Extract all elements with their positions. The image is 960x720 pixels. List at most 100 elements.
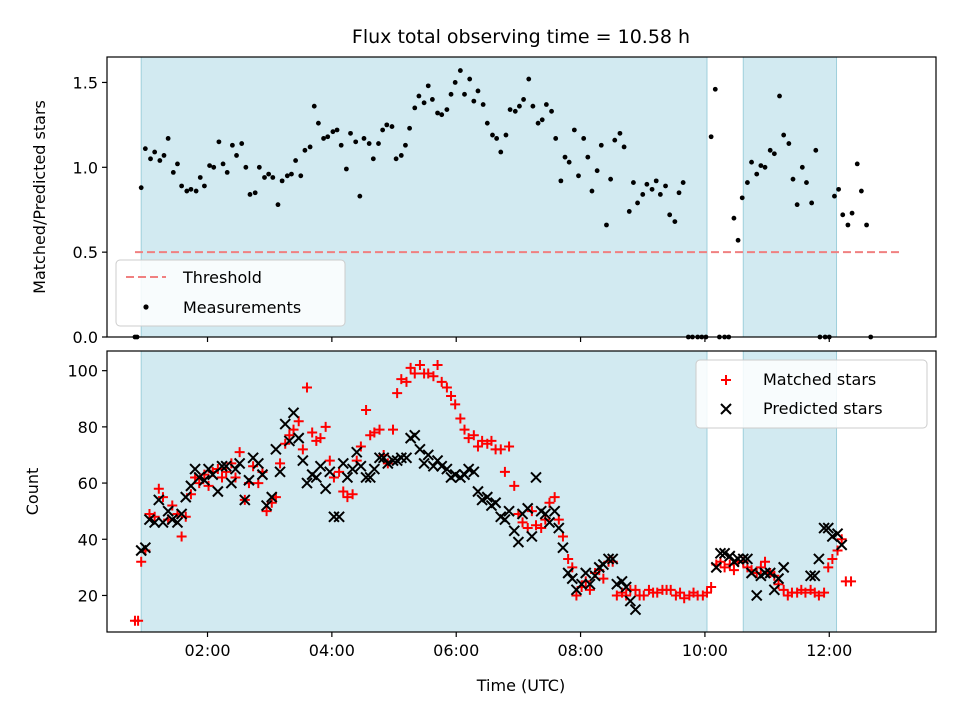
predicted-star-point bbox=[575, 578, 588, 590]
measurement-point bbox=[389, 124, 395, 129]
measurement-point bbox=[211, 164, 217, 170]
y-tick-label: 1.5 bbox=[73, 73, 98, 92]
measurement-point bbox=[604, 222, 609, 228]
measurement-point bbox=[142, 146, 148, 152]
measurement-point bbox=[845, 222, 851, 228]
measurement-point bbox=[471, 98, 477, 104]
matched-star-point bbox=[396, 374, 407, 385]
matched-star-point bbox=[320, 421, 331, 432]
predicted-star-point bbox=[266, 491, 278, 503]
predicted-star-point bbox=[292, 432, 305, 444]
predicted-star-point bbox=[333, 511, 345, 523]
measurement-point bbox=[384, 122, 390, 128]
measurement-point bbox=[558, 178, 564, 184]
legend-matched-label: Matched stars bbox=[763, 370, 876, 389]
measurement-point bbox=[444, 107, 450, 113]
measurement-point bbox=[247, 192, 253, 197]
matched-star-point bbox=[544, 497, 555, 508]
measurement-point bbox=[357, 193, 363, 199]
y-tick-label: 40 bbox=[78, 530, 98, 549]
measurement-point bbox=[854, 161, 860, 167]
predicted-star-point bbox=[153, 494, 165, 506]
measurement-point bbox=[289, 171, 294, 177]
predicted-star-point bbox=[368, 463, 381, 475]
predicted-star-point bbox=[508, 525, 520, 537]
matched-star-point bbox=[463, 433, 474, 444]
measurement-point bbox=[239, 141, 245, 146]
matched-star-point bbox=[832, 545, 843, 556]
measurement-point bbox=[439, 112, 445, 118]
x-tick-label: 12:00 bbox=[806, 641, 852, 660]
y-tick-label: 100 bbox=[67, 362, 98, 381]
measurement-point bbox=[676, 190, 682, 196]
predicted-star-point bbox=[395, 452, 408, 464]
matched-star-point bbox=[836, 534, 847, 545]
legend-predicted-label: Predicted stars bbox=[763, 399, 883, 418]
predicted-star-point bbox=[355, 460, 367, 472]
x-tick-label: 10:00 bbox=[682, 641, 728, 660]
predicted-star-point bbox=[414, 443, 426, 456]
measurement-point bbox=[649, 186, 655, 192]
predicted-star-point bbox=[737, 553, 749, 565]
predicted-star-point bbox=[584, 578, 596, 590]
matched-star-point bbox=[472, 441, 483, 452]
matched-star-point bbox=[584, 584, 595, 595]
predicted-star-point bbox=[270, 443, 282, 456]
matched-star-point bbox=[217, 472, 228, 483]
matched-star-point bbox=[567, 562, 578, 573]
legend-predicted-swatch bbox=[720, 403, 732, 415]
predicted-star-point bbox=[616, 575, 628, 588]
measurement-point bbox=[804, 180, 809, 185]
matched-star-point bbox=[388, 424, 399, 435]
predicted-star-point bbox=[741, 553, 754, 565]
predicted-star-point bbox=[139, 541, 152, 554]
predicted-star-point bbox=[212, 485, 224, 498]
predicted-star-point bbox=[220, 460, 232, 472]
measurement-point bbox=[731, 215, 737, 221]
measurement-point bbox=[429, 97, 435, 102]
predicted-star-point bbox=[409, 429, 421, 442]
predicted-star-point bbox=[835, 539, 848, 551]
predicted-star-point bbox=[260, 499, 273, 512]
matched-star-point bbox=[486, 435, 497, 446]
predicted-star-point bbox=[562, 567, 574, 579]
predicted-star-point bbox=[566, 572, 578, 585]
predicted-star-point bbox=[157, 516, 169, 529]
y-tick-label: 60 bbox=[78, 474, 98, 493]
matched-star-point bbox=[701, 587, 712, 598]
predicted-star-point bbox=[148, 516, 161, 529]
measurement-point bbox=[657, 192, 663, 197]
measurement-point bbox=[343, 166, 349, 172]
matched-star-point bbox=[446, 390, 457, 401]
measurement-point bbox=[539, 117, 545, 123]
x-tick-label: 06:00 bbox=[433, 641, 479, 660]
matched-star-point bbox=[284, 430, 295, 441]
axes-frame bbox=[106, 56, 937, 338]
predicted-star-point bbox=[162, 505, 174, 517]
predicted-star-point bbox=[714, 547, 727, 560]
measurement-point bbox=[576, 173, 581, 179]
predicted-star-point bbox=[341, 471, 354, 484]
matched-star-point bbox=[221, 466, 232, 477]
legend-measurements-swatch bbox=[143, 304, 149, 310]
measurement-point bbox=[467, 76, 473, 82]
predicted-star-point bbox=[274, 466, 286, 478]
measurement-point bbox=[836, 186, 841, 192]
measurement-point bbox=[712, 86, 718, 92]
predicted-star-point bbox=[314, 460, 327, 472]
measurement-point bbox=[749, 159, 754, 165]
measurement-point bbox=[148, 156, 153, 162]
measurement-point bbox=[266, 171, 272, 177]
measurement-point bbox=[302, 147, 308, 153]
predicted-star-point bbox=[732, 553, 744, 565]
predicted-star-point bbox=[202, 463, 215, 475]
measurement-point bbox=[840, 212, 846, 218]
measurement-point bbox=[452, 80, 458, 85]
measurement-point bbox=[175, 161, 180, 167]
measurement-point bbox=[157, 158, 163, 163]
y-axis-label: Matched/Predicted stars bbox=[30, 100, 49, 294]
measurement-point bbox=[758, 163, 764, 169]
measurement-point bbox=[207, 163, 212, 169]
predicted-star-point bbox=[809, 570, 821, 582]
predicted-star-point bbox=[503, 505, 515, 517]
